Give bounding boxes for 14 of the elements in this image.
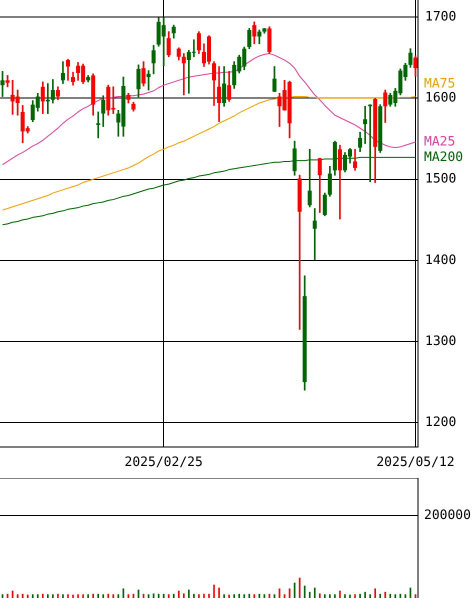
- y-tick-label: 1600: [425, 90, 456, 106]
- series-label: MA25: [424, 134, 456, 150]
- y-tick-label: 1200: [425, 415, 456, 430]
- candlestick: [0, 71, 5, 97]
- y-tick-label: 1500: [425, 172, 456, 187]
- x-tick-label: 2025/05/12: [376, 455, 455, 470]
- y-tick-label: 1400: [425, 252, 456, 268]
- series-label: MA200: [424, 150, 464, 165]
- x-tick-label: 2025/02/25: [124, 455, 203, 470]
- candlestick: [146, 70, 151, 90]
- y-tick-label: 1300: [425, 334, 456, 349]
- y-tick-label: 1700: [425, 9, 456, 24]
- text: 200000: [424, 508, 471, 523]
- series-label: MA75: [424, 76, 456, 92]
